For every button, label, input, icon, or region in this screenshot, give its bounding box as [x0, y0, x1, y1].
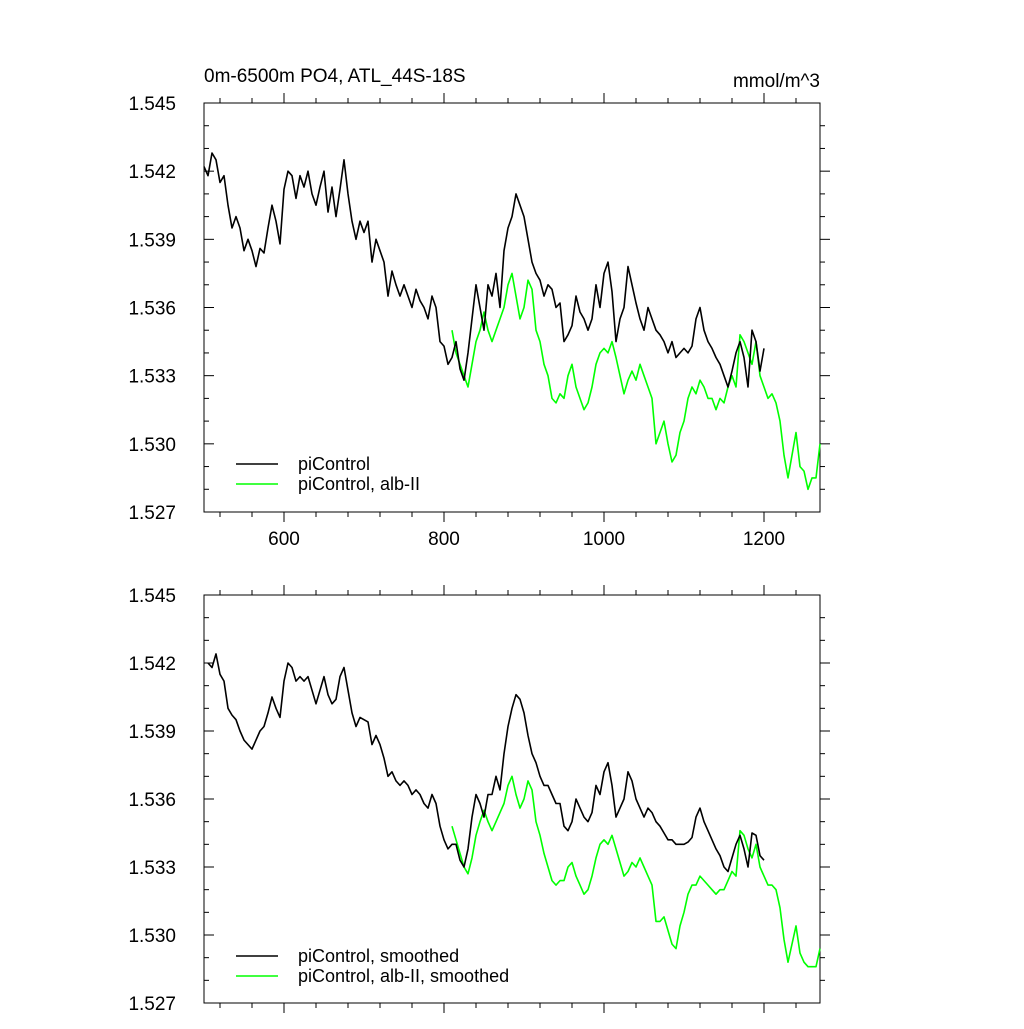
legend-label: piControl, smoothed: [298, 946, 459, 966]
legend-label: piControl, alb-II, smoothed: [298, 966, 509, 986]
units-label: mmol/m^3: [733, 71, 820, 92]
y-tick-label: 1.545: [128, 586, 176, 607]
y-tick-label: 1.530: [128, 435, 176, 456]
series-line-control: [203, 152, 765, 388]
y-tick-label: 1.530: [128, 926, 176, 947]
top-panel: 600 800 1000 1200 1.527 1.530 1.533 1.536 1.539 1…: [128, 93, 830, 550]
y-tick-label: 1.536: [128, 299, 176, 320]
y-tick-label: 1.542: [128, 162, 176, 183]
y-tick-label: 1.527: [128, 994, 176, 1015]
legend-label: piControl: [298, 454, 370, 474]
plot-frame: [203, 594, 821, 1004]
x-tick-label: 1000: [583, 529, 625, 550]
bottom-panel: 1.527 1.530 1.533 1.536 1.539 1.542 1.545 piCon…: [128, 585, 830, 1015]
y-tick-label: 1.533: [128, 858, 176, 879]
plot-frame: [203, 102, 821, 513]
y-tick-label: 1.539: [128, 230, 176, 251]
chart-title: 0m-6500m PO4, ATL_44S-18S: [204, 66, 466, 87]
y-tick-label: 1.539: [128, 722, 176, 743]
series-line-control: [207, 653, 765, 873]
y-tick-label: 1.527: [128, 503, 176, 524]
series-line-alb-ii: [451, 775, 821, 968]
x-tick-label: 800: [428, 529, 460, 550]
legend-label: piControl, alb-II: [298, 474, 420, 494]
y-tick-label: 1.545: [128, 94, 176, 115]
x-tick-label: 1200: [743, 529, 785, 550]
y-tick-label: 1.536: [128, 790, 176, 811]
y-tick-label: 1.533: [128, 367, 176, 388]
y-tick-label: 1.542: [128, 654, 176, 675]
x-tick-label: 600: [268, 529, 300, 550]
